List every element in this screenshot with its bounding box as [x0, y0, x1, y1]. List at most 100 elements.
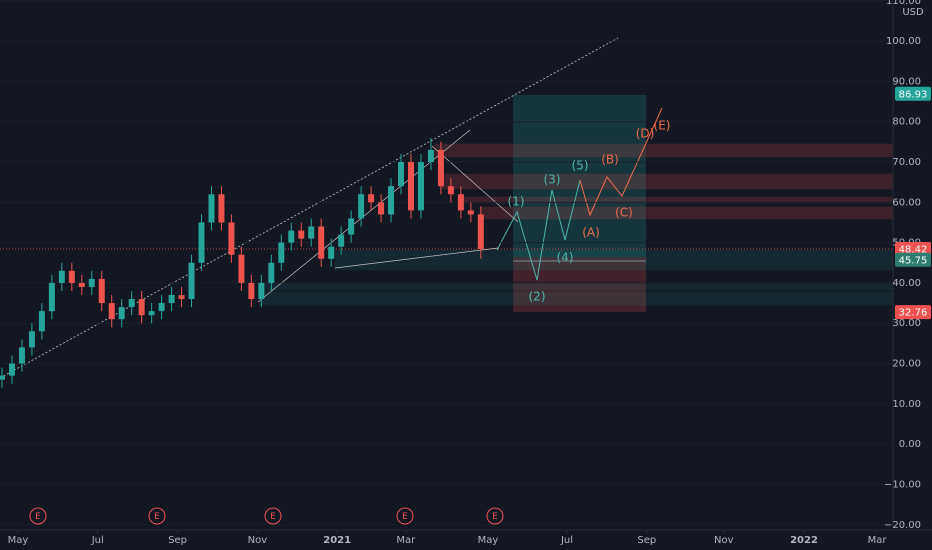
candle-body — [238, 254, 245, 283]
loss-zone — [513, 257, 646, 312]
zone — [439, 173, 894, 190]
candle-body — [0, 375, 5, 380]
candle-body — [278, 242, 285, 263]
wave-path — [579, 107, 663, 217]
candle-body — [477, 214, 484, 249]
candle-body — [228, 222, 235, 255]
x-tick-label: Sep — [637, 535, 656, 546]
y-unit: USD — [902, 7, 924, 18]
y-tick-label: −10.00 — [884, 479, 921, 490]
candle-body — [18, 347, 25, 364]
y-tick-label: 10.00 — [892, 399, 921, 410]
candle-body — [348, 218, 355, 235]
y-tick-label: −20.00 — [884, 520, 921, 531]
x-tick-label: Jul — [560, 535, 573, 546]
candle-body — [298, 230, 305, 239]
wave-label: (B) — [601, 153, 619, 167]
price-tag-label: 48.42 — [899, 244, 928, 255]
x-tick-label: May — [8, 535, 29, 546]
wave-label: (2) — [529, 290, 546, 304]
wave-label: (1) — [508, 195, 525, 209]
candle-body — [407, 162, 414, 211]
trend-line — [0, 37, 619, 379]
zone — [259, 282, 894, 291]
trend-line — [334, 247, 499, 269]
wave-label: (3) — [544, 173, 561, 187]
candle-body — [198, 222, 205, 263]
candle-body — [248, 282, 255, 300]
trend-line — [431, 145, 519, 223]
wave-label: (E) — [654, 119, 671, 133]
candle-body — [88, 278, 95, 287]
price-tag-label: 32.76 — [899, 308, 928, 319]
candle-body — [178, 295, 185, 300]
candle-body — [148, 311, 155, 316]
candle-body — [78, 282, 85, 287]
y-tick-label: 80.00 — [892, 117, 921, 128]
price-tag-label: 45.75 — [899, 255, 928, 266]
wave-label: (D) — [636, 127, 655, 141]
zone — [479, 206, 894, 220]
x-tick-label: Mar — [868, 535, 888, 546]
y-tick-label: 90.00 — [892, 76, 921, 87]
candle-body — [98, 278, 105, 304]
x-tick-label: 2021 — [323, 535, 351, 546]
wave-label: (4) — [557, 251, 574, 265]
zone — [434, 143, 894, 158]
earnings-marker — [396, 507, 414, 525]
candle-body — [118, 307, 125, 320]
candle-body — [328, 246, 335, 259]
y-tick-label: 70.00 — [892, 157, 921, 168]
candle-body — [318, 226, 325, 259]
x-tick-label: Nov — [714, 535, 734, 546]
candle-body — [188, 262, 195, 300]
earnings-label: E — [492, 512, 498, 522]
x-tick-label: May — [478, 535, 499, 546]
candle-body — [38, 311, 45, 332]
x-tick-label: Nov — [248, 535, 268, 546]
candle-body — [208, 194, 215, 223]
earnings-marker — [486, 507, 504, 525]
wave-label: (C) — [615, 206, 633, 220]
candle-body — [427, 149, 434, 163]
candle-body — [8, 363, 15, 376]
candle-body — [398, 162, 405, 187]
candle-body — [358, 194, 365, 219]
candle-body — [338, 234, 345, 247]
candle-body — [378, 202, 385, 215]
earnings-label: E — [402, 512, 408, 522]
wave-label: (5) — [572, 159, 589, 173]
earnings-marker — [148, 507, 166, 525]
candle-body — [58, 270, 65, 283]
y-tick-label: 30.00 — [892, 318, 921, 329]
candle-body — [258, 282, 265, 300]
candle-body — [48, 282, 55, 312]
earnings-marker — [264, 507, 282, 525]
candle-body — [108, 303, 115, 320]
price-tag — [895, 241, 931, 256]
y-tick-label: 0.00 — [899, 439, 921, 450]
earnings-marker — [29, 507, 47, 525]
earnings-label: E — [154, 512, 160, 522]
candle-body — [168, 295, 175, 304]
y-tick-label: 60.00 — [892, 197, 921, 208]
y-tick-label: 100.00 — [886, 36, 921, 47]
candle-body — [158, 303, 165, 312]
price-tag-label: 86.93 — [899, 89, 928, 100]
zone — [334, 249, 894, 271]
earnings-label: E — [35, 512, 41, 522]
x-tick-label: Sep — [168, 535, 187, 546]
candle-body — [68, 270, 75, 283]
earnings-label: E — [270, 512, 276, 522]
x-tick-label: 2022 — [790, 535, 818, 546]
y-tick-label: 20.00 — [892, 359, 921, 370]
candle-body — [388, 186, 395, 215]
y-tick-label: 110.00 — [886, 0, 921, 7]
candle-body — [218, 194, 225, 223]
candle-body — [128, 299, 135, 308]
candle-body — [308, 226, 315, 239]
y-tick-label: 40.00 — [892, 278, 921, 289]
price-tag — [895, 252, 931, 267]
